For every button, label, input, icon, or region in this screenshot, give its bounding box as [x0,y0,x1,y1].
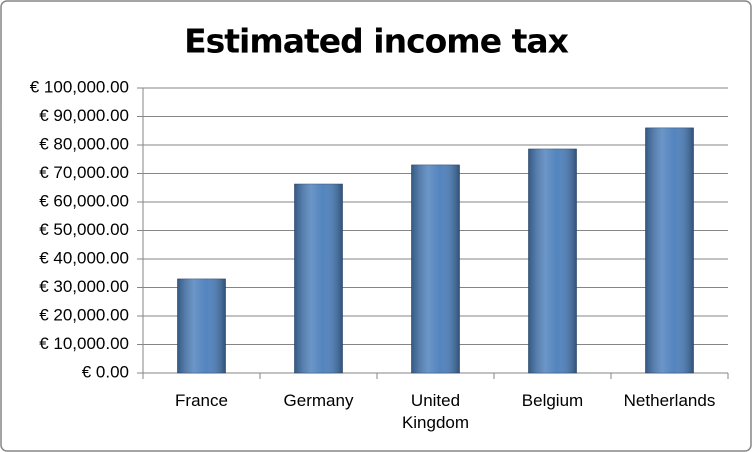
bar [177,278,226,374]
bar [528,148,577,374]
chart-title: Estimated income tax [184,22,569,61]
x-tick-label: Germany [283,391,354,410]
bar [411,164,460,374]
y-tick-label: € 0.00 [82,362,129,381]
y-tick-label: € 90,000.00 [39,106,129,125]
y-tick-label: € 100,000.00 [30,77,129,96]
bar [294,183,343,374]
y-tick-label: € 80,000.00 [39,134,129,153]
x-tick-label: France [175,391,228,410]
y-tick-label: € 20,000.00 [39,305,129,324]
y-tick-label: € 50,000.00 [39,220,129,239]
y-tick-label: € 10,000.00 [39,334,129,353]
y-tick-label: € 30,000.00 [39,277,129,296]
bar [645,127,694,374]
y-tick-label: € 70,000.00 [39,163,129,182]
y-tick-label: € 60,000.00 [39,191,129,210]
y-tick-label: € 40,000.00 [39,248,129,267]
x-tick-label: United Kingdom [401,391,470,432]
x-tick-label: Netherlands [623,391,716,410]
x-tick-label: Belgium [521,391,584,410]
